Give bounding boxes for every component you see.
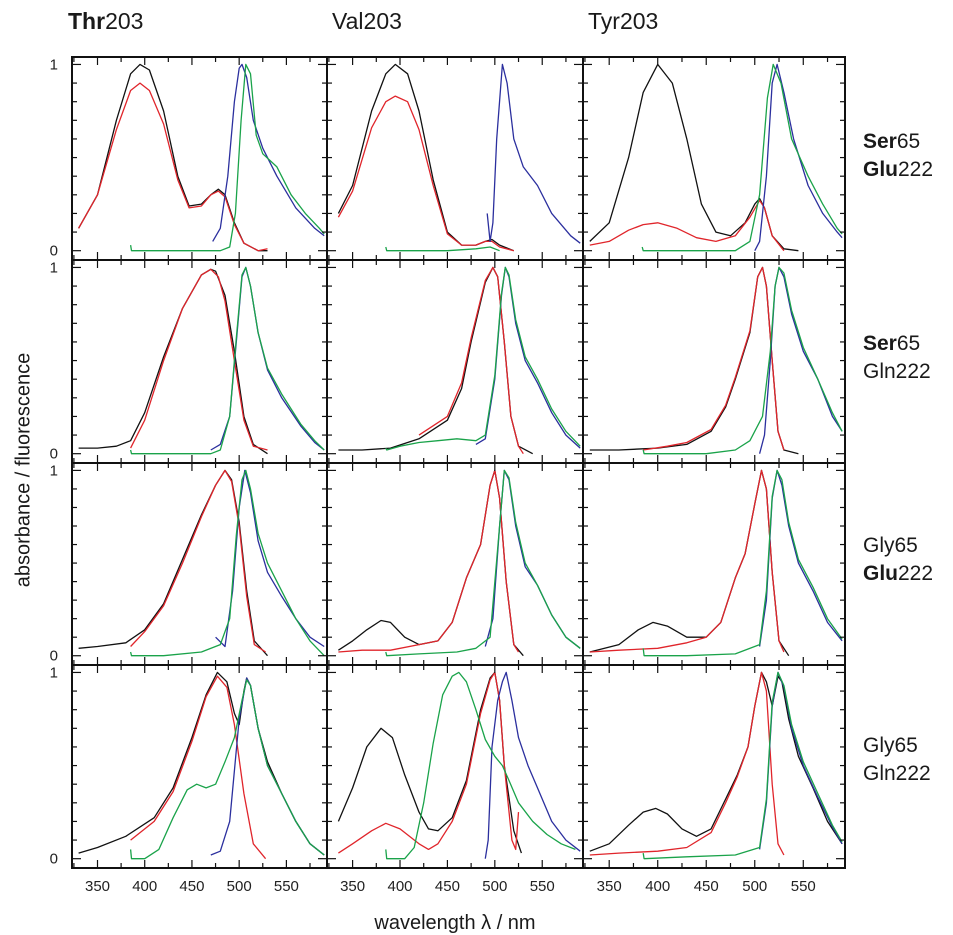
series-line-green-r1c2 <box>642 266 843 455</box>
panel-frame-r1c1 <box>326 259 584 464</box>
x-tick-label: 500 <box>742 878 767 895</box>
row-title-ser65-gln222: Ser65 Gln222 <box>863 330 931 386</box>
series-line-green-r2c1 <box>385 469 581 657</box>
series-line-green-r0c0 <box>129 63 325 252</box>
series-line-black-r1c0 <box>78 268 268 455</box>
panel-frame-r0c0 <box>71 56 328 261</box>
row-title-line: Glu222 <box>863 562 934 585</box>
series-line-blue-r0c2 <box>754 63 843 251</box>
x-tick-label: 500 <box>482 878 507 895</box>
y-tick-label: 1 <box>50 56 58 73</box>
series-line-black-r2c0 <box>78 469 268 657</box>
x-tick-label: 550 <box>274 878 299 895</box>
series-line-red-r2c2 <box>589 469 785 653</box>
series-line-red-r1c2 <box>643 266 785 451</box>
row-title-gly65-gln222: Gly65 Gln222 <box>863 732 931 788</box>
series-line-red-r3c0 <box>130 675 267 860</box>
column-title-bold-part: Thr <box>68 8 106 34</box>
y-tick-label: 0 <box>50 851 58 868</box>
column-title-val203: Val203 <box>332 8 402 35</box>
series-line-black-r1c1 <box>338 266 534 455</box>
column-title-thr203: Thr203 <box>68 8 143 35</box>
series-line-red-r0c1 <box>337 95 514 252</box>
column-title-tyr203: Tyr203 <box>588 8 658 35</box>
x-tick-label: 450 <box>179 878 204 895</box>
x-tick-label: 350 <box>597 878 622 895</box>
row-title-ser65-glu222: Ser65 Glu222 <box>863 128 933 184</box>
series-line-green-r0c1 <box>385 246 500 252</box>
y-tick-label: 1 <box>50 462 58 479</box>
panel-frame-r3c0 <box>71 664 328 869</box>
series-line-blue-r3c1 <box>484 671 581 859</box>
series-line-black-r2c1 <box>338 469 524 657</box>
panel-frame-r3c1 <box>326 664 584 869</box>
row-title-line: Ser65 <box>863 332 921 355</box>
series-line-green-r3c1 <box>385 671 576 860</box>
y-tick-label: 0 <box>50 243 58 260</box>
panel-frame-r2c2 <box>582 462 846 666</box>
series-line-blue-r0c0 <box>212 63 325 242</box>
series-line-blue-r2c0 <box>215 469 325 648</box>
series-line-green-r1c1 <box>385 266 581 451</box>
panel-frame-r3c2 <box>582 664 846 869</box>
series-line-red-r1c1 <box>418 266 524 455</box>
series-line-green-r3c2 <box>642 671 843 860</box>
x-tick-label: 450 <box>435 878 460 895</box>
x-tick-label: 550 <box>530 878 555 895</box>
column-title-rest: Val203 <box>332 8 402 34</box>
x-tick-label: 400 <box>645 878 670 895</box>
x-tick-label: 500 <box>227 878 252 895</box>
series-line-black-r2c2 <box>589 469 790 657</box>
series-line-green-r2c2 <box>642 469 843 657</box>
y-tick-label: 1 <box>50 259 58 276</box>
panel-frame-r2c1 <box>326 462 584 666</box>
row-title-line: Gln222 <box>863 360 931 383</box>
series-line-red-r0c0 <box>78 82 268 252</box>
panel-frame-r2c0 <box>71 462 328 666</box>
y-tick-label: 0 <box>50 446 58 463</box>
column-title-rest: Tyr203 <box>588 8 659 34</box>
series-line-red-r0c2 <box>589 199 785 252</box>
series-line-red-r2c0 <box>130 469 266 653</box>
x-tick-label: 400 <box>132 878 157 895</box>
series-line-red-r3c2 <box>589 671 785 856</box>
x-tick-label: 550 <box>791 878 816 895</box>
series-line-blue-r1c1 <box>475 266 581 449</box>
row-title-gly65-glu222: Gly65 Glu222 <box>863 532 933 588</box>
row-title-line: Glu222 <box>863 158 934 181</box>
series-line-red-r3c1 <box>338 671 520 854</box>
x-tick-label: 400 <box>387 878 412 895</box>
y-tick-label: 0 <box>50 648 58 665</box>
column-title-rest: 203 <box>105 8 144 34</box>
series-line-red-r1c0 <box>130 268 268 451</box>
series-line-black-r3c0 <box>78 671 325 856</box>
series-line-green-r3c0 <box>129 679 325 860</box>
panel-frame-r0c1 <box>326 56 584 261</box>
panel-frame-r1c2 <box>582 259 846 464</box>
panel-frame-r1c0 <box>71 259 328 464</box>
row-title-line: Ser65 <box>863 130 921 153</box>
series-line-red-r2c1 <box>338 469 520 653</box>
x-axis-label: wavelength λ / nm <box>374 912 536 934</box>
series-line-blue-r0c1 <box>486 63 581 244</box>
row-title-line: Gln222 <box>863 762 931 785</box>
row-title-line: Gly65 <box>863 534 918 557</box>
series-line-green-r0c2 <box>641 63 843 252</box>
x-tick-label: 450 <box>694 878 719 895</box>
series-line-green-r1c0 <box>129 266 325 455</box>
series-line-black-r3c2 <box>589 671 843 852</box>
series-line-green-r2c0 <box>129 469 325 657</box>
y-tick-label: 1 <box>50 664 58 681</box>
row-title-line: Gly65 <box>863 734 918 757</box>
x-tick-label: 350 <box>340 878 365 895</box>
x-tick-label: 350 <box>85 878 110 895</box>
